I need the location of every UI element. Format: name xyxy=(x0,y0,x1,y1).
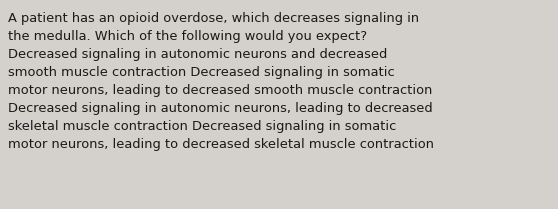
Text: A patient has an opioid overdose, which decreases signaling in
the medulla. Whic: A patient has an opioid overdose, which … xyxy=(8,12,434,151)
